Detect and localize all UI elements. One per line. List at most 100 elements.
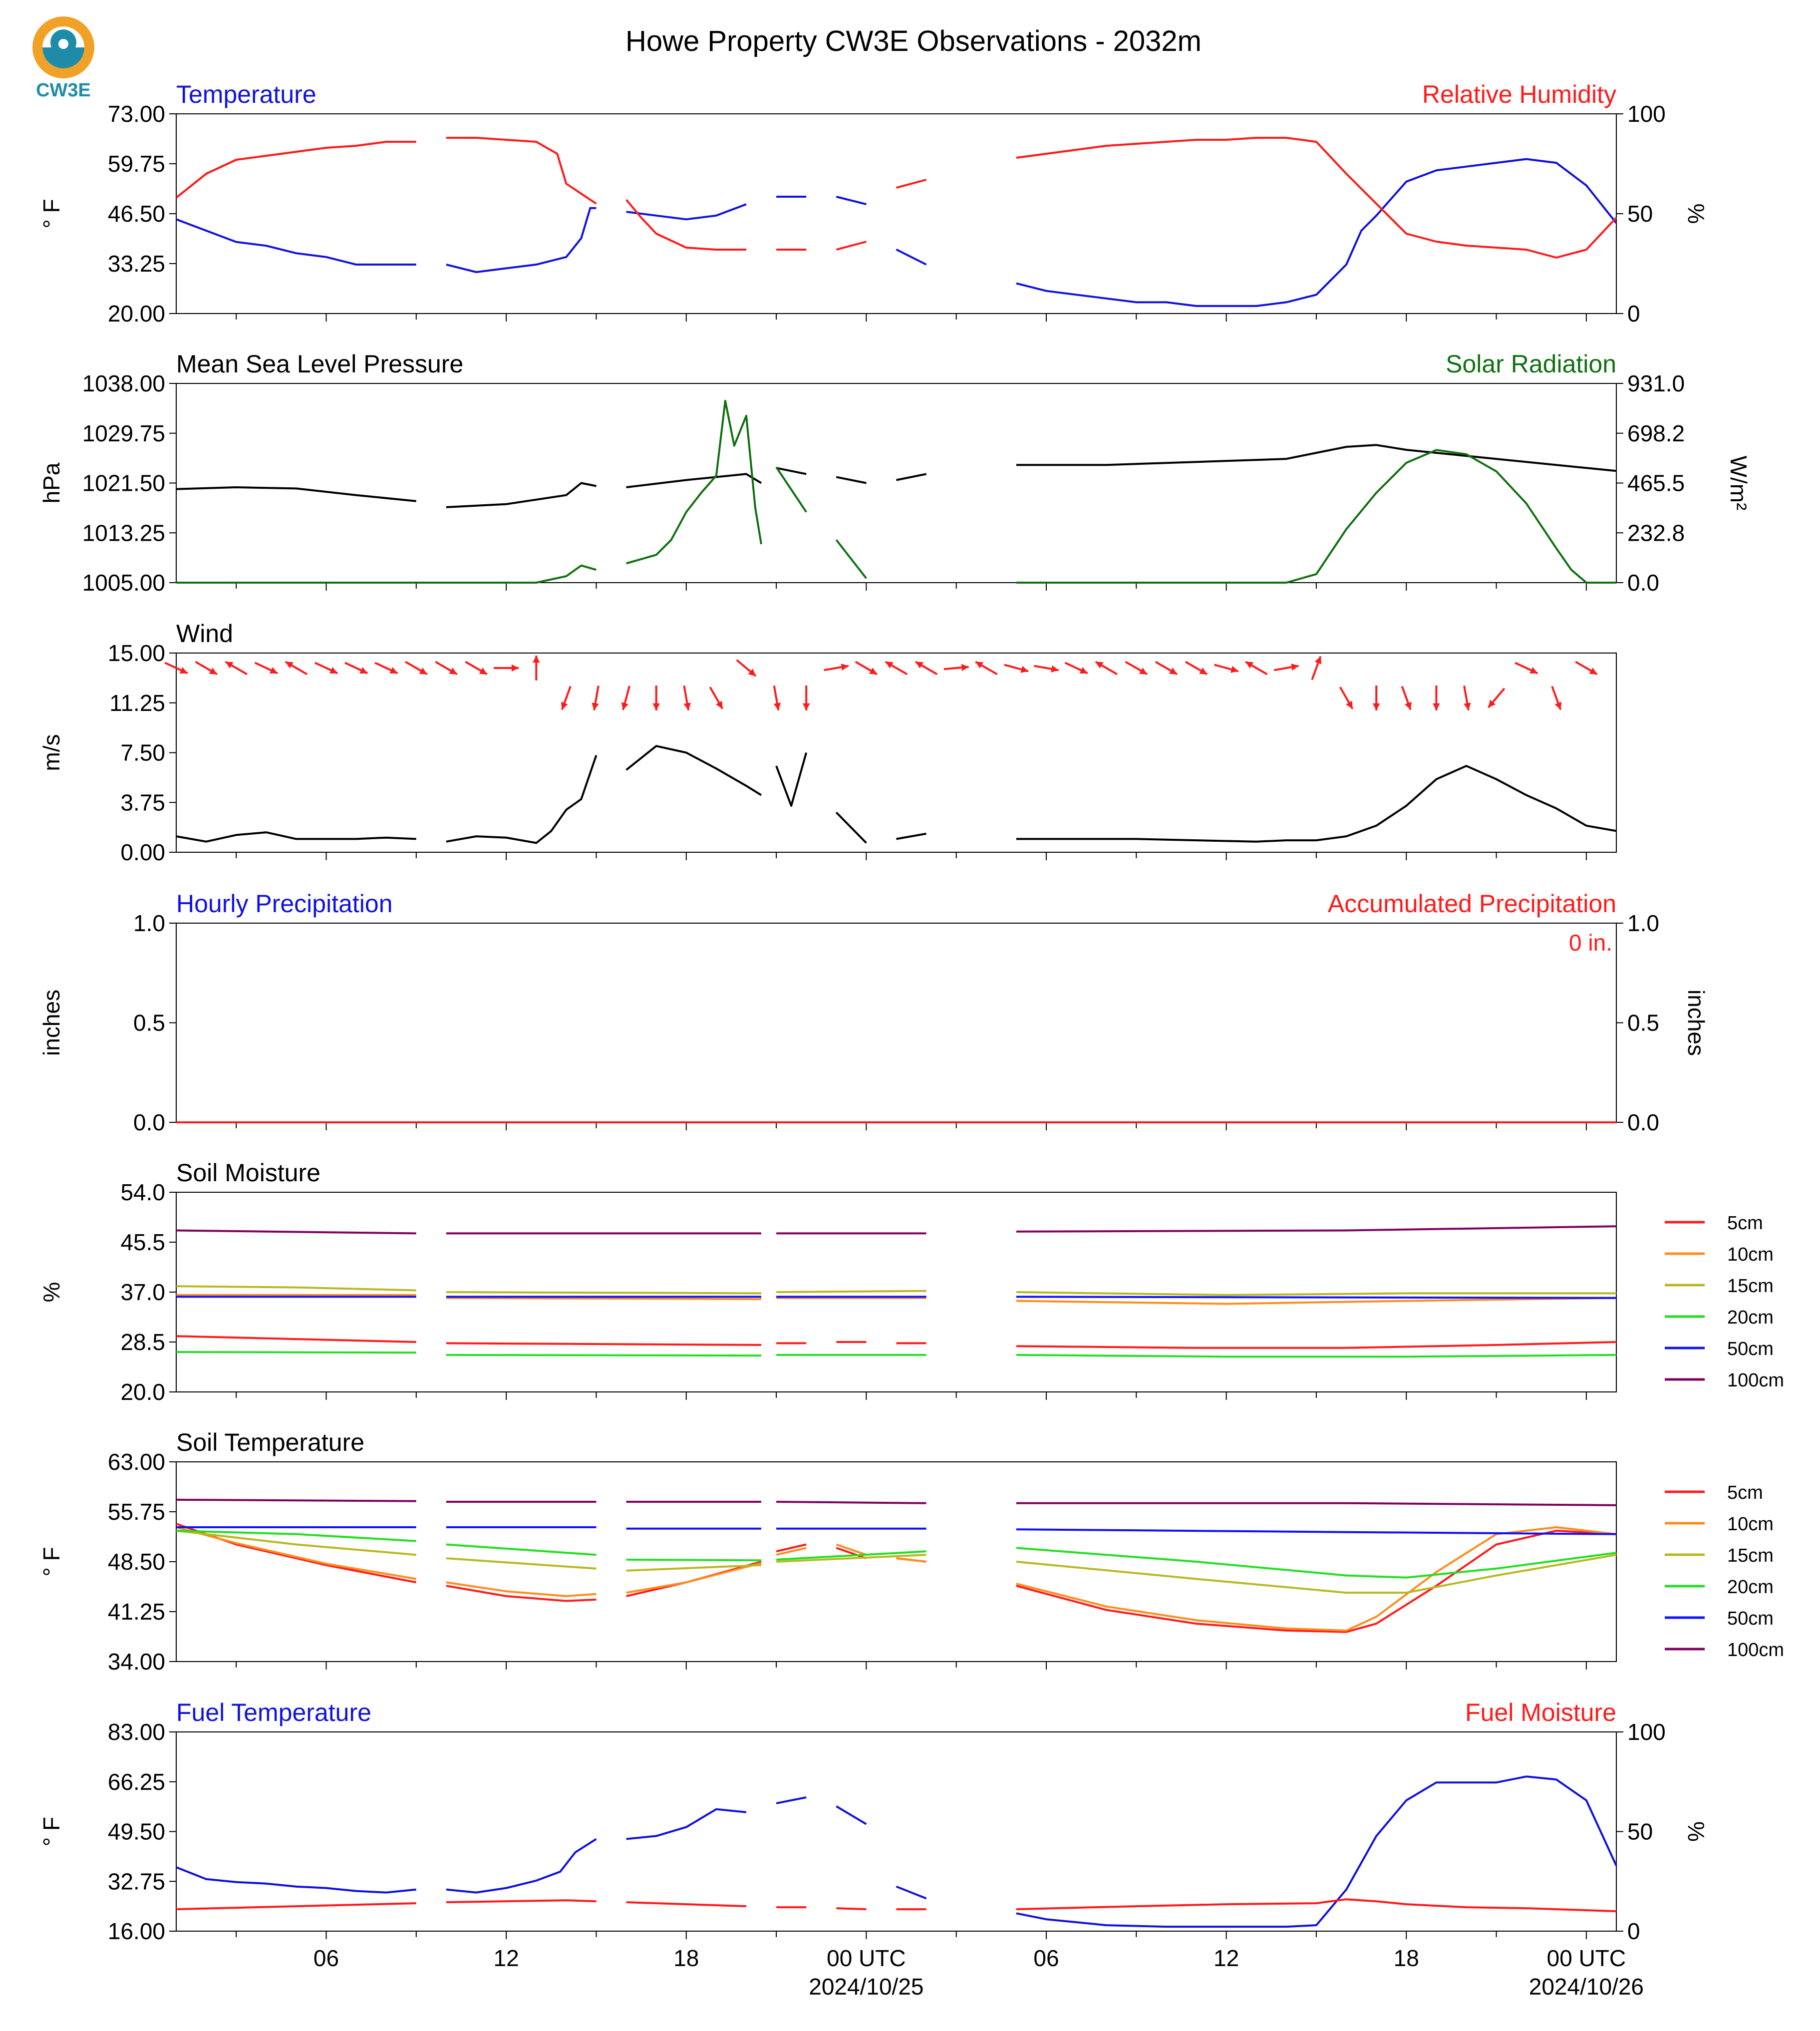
panel-title-right: Solar Radiation — [1446, 350, 1616, 378]
y-tick-label-left: 41.25 — [108, 1599, 165, 1625]
legend-label: 20cm — [1727, 1577, 1774, 1598]
x-tick-label: 12 — [494, 1945, 519, 1971]
y-tick-label-left: 1013.25 — [82, 520, 165, 546]
y-tick-label-left: 0.5 — [133, 1010, 165, 1036]
series-line-50cm — [176, 1526, 1617, 1535]
panel-temperature: Temperature Relative Humidity 73.00 59.75 46… — [38, 80, 1709, 327]
chart-title: Howe Property CW3E Observations - 2032m — [625, 25, 1202, 57]
wind-arrow-head — [869, 668, 877, 675]
wind-arrow-head — [511, 664, 519, 672]
legend-label: 10cm — [1727, 1514, 1774, 1535]
logo-drop-highlight — [58, 39, 68, 49]
y-tick-label-right: 0.5 — [1627, 1010, 1659, 1036]
y-tick-label-right: 50 — [1627, 201, 1653, 227]
wind-arrow-head — [225, 662, 234, 669]
y-tick-label-right: 50 — [1627, 1819, 1653, 1845]
cw3e-logo: CW3E — [32, 16, 94, 101]
y-tick-label-left: 28.5 — [120, 1329, 165, 1355]
y-tick-label-left: 3.75 — [120, 789, 165, 815]
y-tick-label-right: 698.2 — [1627, 420, 1685, 446]
x-tick-label: 06 — [1033, 1945, 1059, 1971]
y-tick-label-left: 0.0 — [133, 1109, 165, 1135]
y-axis-label-left: ° F — [38, 1547, 64, 1576]
legend-label: 100cm — [1727, 1640, 1784, 1661]
y-tick-label-left: 7.50 — [120, 740, 165, 766]
legend-label: 100cm — [1727, 1370, 1784, 1391]
wind-arrow-head — [1346, 700, 1353, 709]
y-tick-label-left: 20.00 — [108, 301, 165, 327]
wind-arrow-head — [389, 667, 398, 674]
logo-ring-outer — [32, 16, 94, 78]
panel-soil-moisture: Soil Moisture 54.0 45.5 37.0 28.5 20.0% 5cm 10c… — [38, 1159, 1784, 1405]
wind-arrow-head — [285, 662, 294, 669]
wind-arrow-head — [179, 667, 188, 674]
panel-title-left: Mean Sea Level Pressure — [176, 350, 463, 378]
series-line-100cm — [176, 1225, 1617, 1235]
panel-precip: Hourly Precipitation Accumulated Precipit… — [38, 890, 1709, 1135]
wind-arrow-head — [592, 702, 599, 710]
wind-arrow-head — [1554, 701, 1562, 710]
wind-arrow-head — [329, 667, 338, 674]
wind-arrow-head — [652, 703, 660, 710]
wind-arrow-head — [479, 668, 487, 675]
y-tick-label-left: 15.00 — [108, 640, 165, 666]
y-tick-label-right: 0.0 — [1627, 1109, 1659, 1135]
wind-arrow-head — [533, 656, 540, 663]
wind-arrow-head — [773, 702, 781, 710]
y-tick-label-right: 100 — [1627, 101, 1666, 127]
plot-frame — [176, 113, 1617, 314]
panel-title-right: Accumulated Precipitation — [1328, 890, 1616, 918]
wind-arrow-head — [802, 703, 810, 710]
y-tick-label-right: 232.8 — [1627, 520, 1685, 546]
panel-title-left: Soil Temperature — [176, 1428, 364, 1456]
legend-label: 50cm — [1727, 1608, 1774, 1629]
y-tick-label-left: 0.00 — [120, 839, 165, 865]
wind-arrow-head — [885, 662, 894, 669]
y-tick-label-left: 1.0 — [133, 910, 165, 936]
wind-arrow-head — [1020, 666, 1029, 673]
series-line-mean-sea-level-pressure — [176, 444, 1617, 508]
legend-label: 20cm — [1727, 1307, 1774, 1328]
wind-arrow-head — [1095, 662, 1104, 669]
series-line-10cm — [176, 1526, 1617, 1632]
panels-group: Temperature Relative Humidity 73.00 59.75 46… — [38, 80, 1784, 2000]
y-tick-label-left: 48.50 — [108, 1549, 165, 1575]
wind-arrow-head — [1199, 668, 1208, 675]
panel-title-left: Wind — [176, 620, 233, 648]
series-line-100cm — [176, 1498, 1617, 1506]
panel-fuel: Fuel Temperature Fuel Moisture 83.00 66.25 4… — [38, 1698, 1709, 2000]
legend-label: 5cm — [1727, 1482, 1763, 1503]
y-tick-label-right: 0 — [1627, 301, 1640, 327]
wind-arrow-head — [621, 702, 628, 710]
wind-arrow-head — [748, 669, 756, 677]
y-tick-label-left: 59.75 — [108, 151, 165, 177]
wind-arrow-head — [1405, 701, 1412, 710]
series-line-5cm — [176, 1335, 1617, 1349]
series-line-15cm — [176, 1285, 1616, 1296]
panel-title-left: Hourly Precipitation — [176, 890, 393, 918]
legend-label: 15cm — [1727, 1545, 1774, 1566]
y-tick-label-left: 1021.50 — [82, 470, 165, 496]
x-tick-label: 12 — [1213, 1945, 1239, 1971]
x-tick-label: 00 UTC — [827, 1945, 906, 1971]
wind-arrow-head — [1433, 703, 1440, 710]
y-tick-label-left: 66.25 — [108, 1769, 165, 1795]
plot-frame — [176, 383, 1617, 583]
wind-arrow-head — [449, 668, 457, 675]
x-tick-date-label: 2024/10/25 — [809, 1974, 923, 2000]
wind-arrow-head — [683, 702, 691, 710]
logo-wave-lower — [42, 47, 84, 68]
panel-title-left: Soil Moisture — [176, 1159, 320, 1187]
y-tick-label-left: 83.00 — [108, 1719, 165, 1745]
series-line-temperature — [176, 158, 1617, 307]
y-axis-label-right: % — [1683, 1821, 1709, 1842]
y-tick-label-left: 32.75 — [108, 1868, 165, 1894]
y-axis-label-left: ° F — [38, 199, 64, 228]
panel-wind: Wind 15.00 11.25 7.50 3.75 0.00 m/s — [38, 620, 1617, 865]
accumulated-precip-annotation: 0 in. — [1569, 930, 1612, 956]
y-tick-label-left: 1029.75 — [82, 420, 165, 446]
y-tick-label-left: 11.25 — [109, 690, 165, 716]
wind-arrow-head — [359, 667, 368, 674]
panel-pressure: Mean Sea Level Pressure Solar Radiation 10… — [38, 350, 1752, 596]
y-tick-label-left: 73.00 — [108, 101, 165, 127]
